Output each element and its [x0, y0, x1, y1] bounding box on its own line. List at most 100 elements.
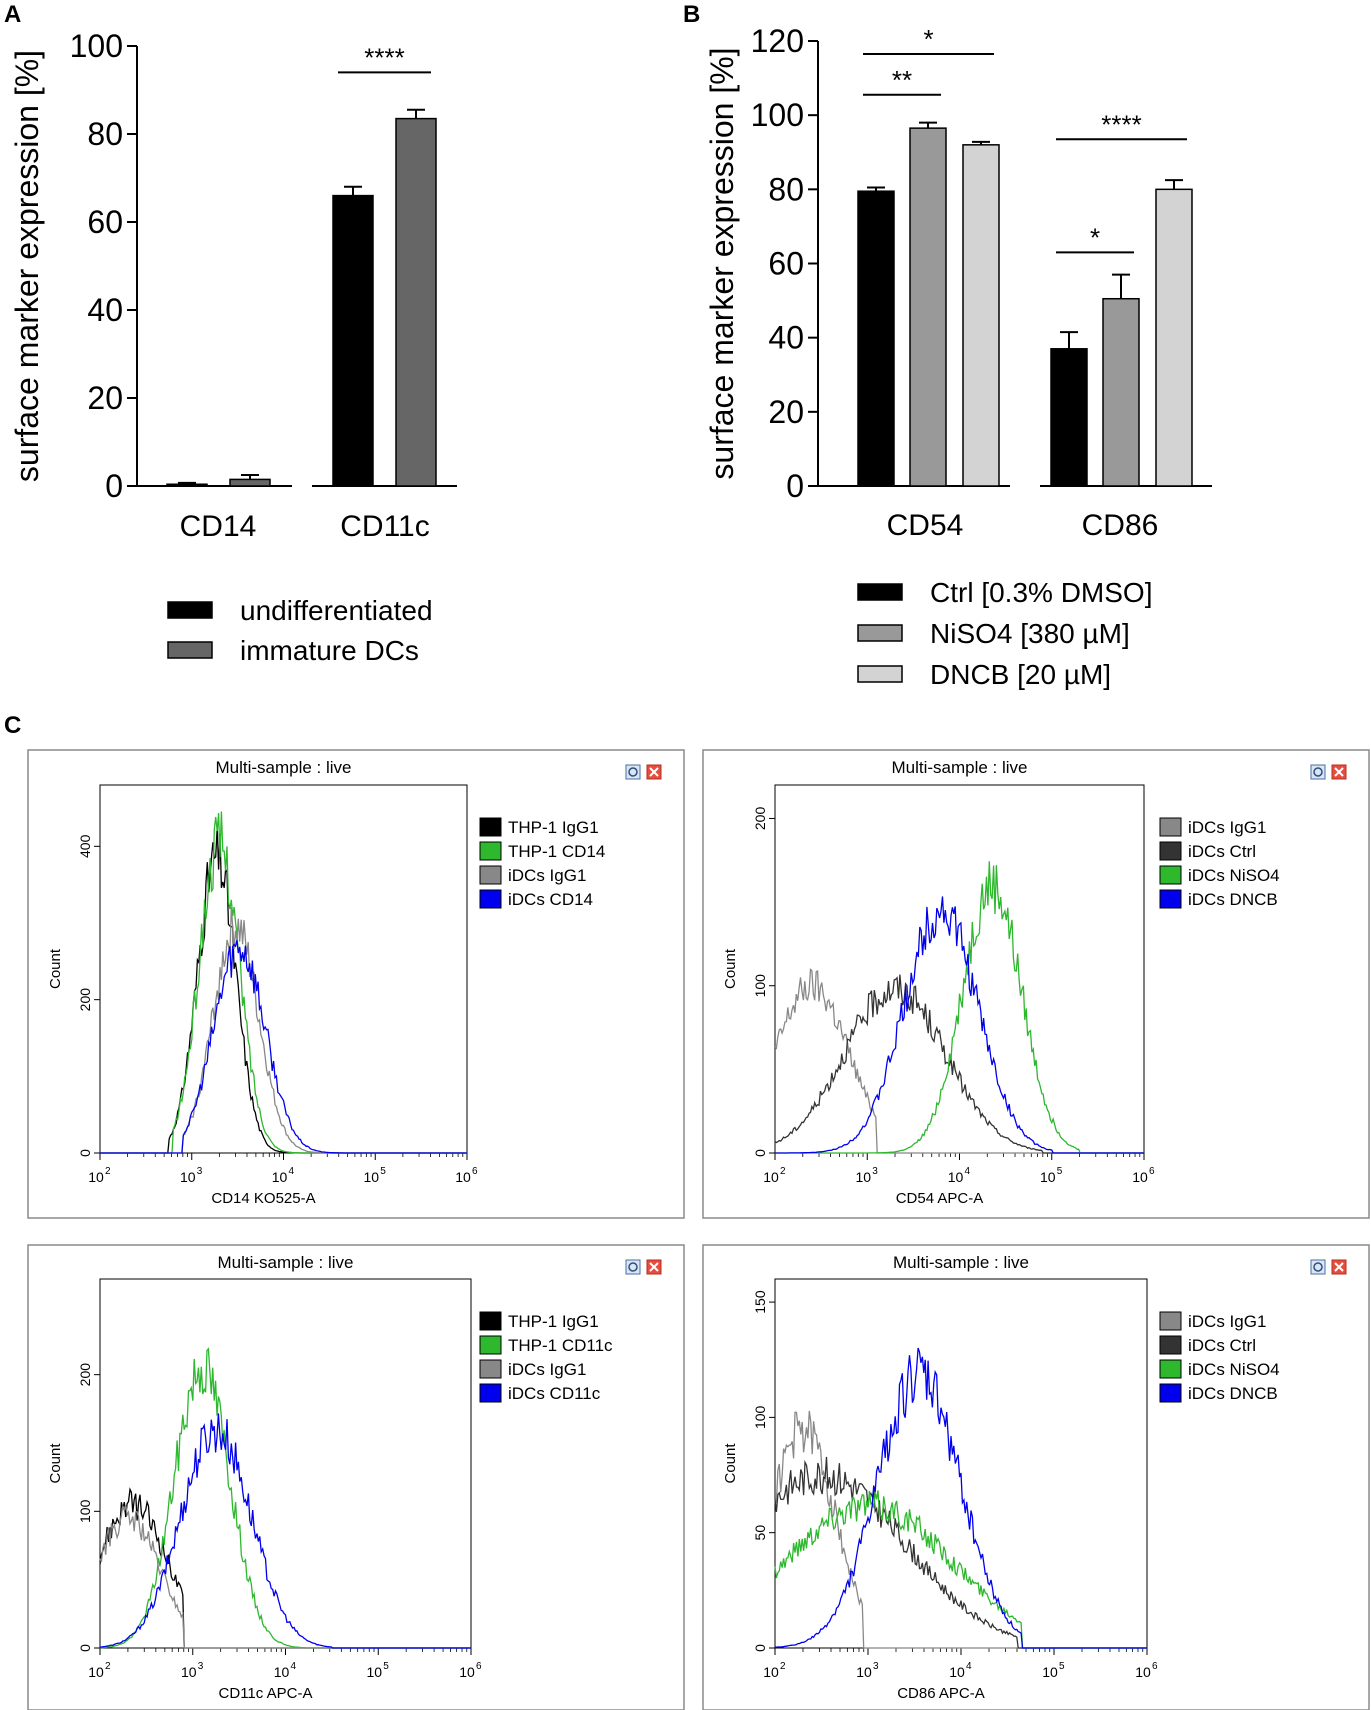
y-axis-label: surface marker expression [%]: [9, 50, 45, 482]
y-tick-label: 50: [752, 1525, 768, 1541]
legend-label: THP-1 CD11c: [508, 1336, 613, 1355]
bar-chart-b: 0 20 40 60 80 100 120 surface marker expression…: [704, 23, 1212, 690]
plot-area: [99, 1278, 472, 1649]
legend-swatch: [857, 624, 903, 642]
y-tick-label: 150: [752, 1290, 768, 1314]
legend-swatch: [479, 841, 502, 861]
bar: [1155, 188, 1193, 487]
y-tick-label: 200: [77, 988, 93, 1012]
x-tick-label: 10: [455, 1169, 471, 1185]
legend-swatch: [479, 1335, 502, 1355]
significance-label: ****: [364, 42, 404, 72]
panel-label-b: B: [683, 1, 700, 28]
legend-swatch: [167, 641, 213, 659]
y-tick-label: 100: [77, 1499, 93, 1523]
x-tick-exponent: 5: [1059, 1661, 1065, 1672]
x-tick-exponent: 3: [198, 1661, 204, 1672]
close-icon-x: [1334, 1262, 1344, 1272]
legend-label: iDCs Ctrl: [1188, 842, 1256, 861]
category-label: CD86: [1082, 509, 1159, 542]
legend-swatch: [1159, 841, 1182, 861]
settings-icon-gear: [628, 767, 638, 777]
legend-label: iDCs IgG1: [508, 1360, 586, 1379]
x-tick-label: 10: [949, 1664, 965, 1680]
legend-label: iDCs IgG1: [1188, 1312, 1266, 1331]
category-label: CD11c: [340, 510, 429, 543]
histogram-title: Multi-sample : live: [217, 1253, 353, 1272]
plot-area: [774, 1278, 1148, 1649]
histogram-line: [100, 940, 467, 1154]
legend-swatch: [857, 665, 903, 683]
x-tick-label: 10: [181, 1664, 197, 1680]
x-tick-exponent: 6: [1149, 1166, 1155, 1177]
x-tick-label: 10: [948, 1169, 964, 1185]
settings-icon: [625, 1259, 641, 1275]
y-tick-label: 120: [751, 23, 804, 59]
settings-icon-gear: [1313, 1262, 1323, 1272]
y-axis-label: Count: [722, 1443, 739, 1484]
histogram-line: [775, 896, 1144, 1154]
histogram-line: [100, 1413, 471, 1649]
x-tick-exponent: 2: [780, 1661, 786, 1672]
significance-label: *: [923, 24, 933, 54]
bar: [395, 117, 437, 487]
close-icon-x: [649, 1262, 659, 1272]
x-tick-exponent: 4: [289, 1166, 295, 1177]
plot-area: [774, 784, 1145, 1154]
panel-label-c: C: [4, 712, 21, 739]
legend-label: undifferentiated: [240, 595, 433, 626]
x-tick-exponent: 6: [472, 1166, 478, 1177]
y-tick-label: 200: [752, 807, 768, 831]
x-tick-label: 10: [763, 1664, 779, 1680]
y-tick-label: 0: [77, 1644, 93, 1652]
panel-label-a: A: [4, 1, 21, 28]
legend-swatch: [1159, 889, 1182, 909]
x-tick-label: 10: [366, 1664, 382, 1680]
settings-icon: [1310, 1259, 1326, 1275]
x-tick-exponent: 4: [965, 1166, 971, 1177]
y-tick-label: 0: [752, 1644, 768, 1652]
legend-swatch: [1159, 1359, 1182, 1379]
y-axis-label: surface marker expression [%]: [704, 47, 740, 479]
plot-area: [99, 784, 468, 1154]
bar: [857, 190, 895, 487]
y-tick-label: 400: [77, 834, 93, 858]
bar: [166, 483, 208, 487]
y-tick-label: 100: [752, 1405, 768, 1429]
close-icon-x: [649, 767, 659, 777]
y-tick-label: 0: [786, 468, 804, 504]
x-tick-label: 10: [272, 1169, 288, 1185]
category-label: CD14: [180, 510, 257, 543]
x-tick-label: 10: [274, 1664, 290, 1680]
y-tick-label: 100: [751, 97, 804, 133]
legend-label: THP-1 CD14: [508, 842, 605, 861]
x-tick-label: 10: [763, 1169, 779, 1185]
x-tick-label: 10: [856, 1664, 872, 1680]
x-tick-exponent: 2: [780, 1166, 786, 1177]
category-label: CD54: [887, 509, 964, 542]
x-tick-exponent: 2: [105, 1661, 111, 1672]
legend-swatch: [479, 1383, 502, 1403]
x-tick-exponent: 3: [873, 1661, 879, 1672]
settings-icon-gear: [628, 1262, 638, 1272]
legend-swatch: [167, 601, 213, 619]
x-tick-label: 10: [1040, 1169, 1056, 1185]
y-tick-label: 40: [87, 292, 123, 328]
y-tick-label: 0: [77, 1149, 93, 1157]
y-tick-label: 100: [752, 974, 768, 998]
x-tick-exponent: 6: [476, 1661, 482, 1672]
x-tick-label: 10: [88, 1169, 104, 1185]
bar: [1102, 297, 1140, 487]
bar: [909, 127, 947, 487]
x-tick-exponent: 3: [872, 1166, 878, 1177]
x-tick-label: 10: [88, 1664, 104, 1680]
settings-icon-gear: [1313, 767, 1323, 777]
histogram-title: Multi-sample : live: [893, 1253, 1029, 1272]
bar: [229, 478, 271, 487]
x-tick-label: 10: [1042, 1664, 1058, 1680]
x-tick-label: 10: [855, 1169, 871, 1185]
settings-icon: [625, 764, 641, 780]
legend-swatch: [479, 865, 502, 885]
significance-label: *: [1090, 222, 1100, 252]
